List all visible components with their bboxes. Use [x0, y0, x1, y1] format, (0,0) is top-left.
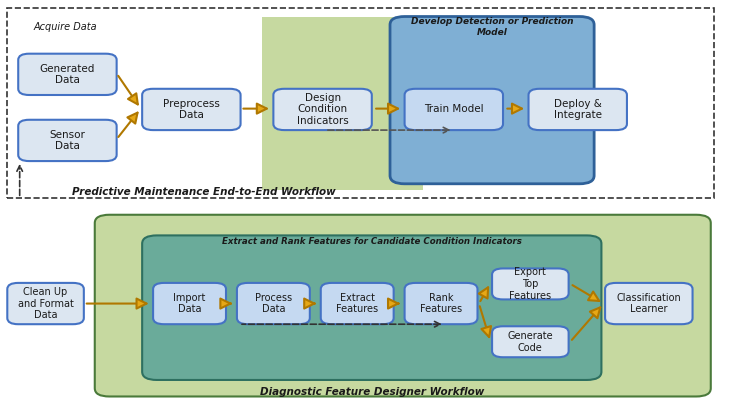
FancyBboxPatch shape	[321, 283, 394, 324]
Bar	[262, 17, 423, 190]
Text: Develop Detection or Prediction
Model: Develop Detection or Prediction Model	[411, 17, 573, 36]
FancyBboxPatch shape	[7, 283, 84, 324]
FancyBboxPatch shape	[237, 283, 310, 324]
Bar	[7, 8, 714, 198]
FancyBboxPatch shape	[18, 120, 117, 161]
FancyBboxPatch shape	[18, 54, 117, 95]
FancyBboxPatch shape	[405, 283, 477, 324]
Text: Diagnostic Feature Designer Workflow: Diagnostic Feature Designer Workflow	[260, 387, 484, 396]
FancyBboxPatch shape	[529, 89, 627, 130]
Text: Export
Top
Features: Export Top Features	[510, 267, 551, 301]
Text: Extract and Rank Features for Candidate Condition Indicators: Extract and Rank Features for Candidate …	[222, 237, 522, 246]
FancyBboxPatch shape	[390, 17, 594, 184]
Text: Train Model: Train Model	[424, 104, 483, 114]
FancyBboxPatch shape	[405, 89, 503, 130]
Text: Sensor
Data: Sensor Data	[50, 130, 85, 151]
FancyBboxPatch shape	[492, 326, 569, 357]
FancyBboxPatch shape	[95, 215, 711, 396]
Text: Process
Data: Process Data	[255, 293, 292, 314]
FancyBboxPatch shape	[492, 268, 569, 299]
Text: Generate
Code: Generate Code	[507, 331, 553, 353]
Text: Extract
Features: Extract Features	[336, 293, 378, 314]
FancyBboxPatch shape	[273, 89, 372, 130]
FancyBboxPatch shape	[605, 283, 693, 324]
Text: Classification
Learner: Classification Learner	[617, 293, 681, 314]
Text: Clean Up
and Format
Data: Clean Up and Format Data	[17, 287, 74, 320]
Text: Design
Condition
Indicators: Design Condition Indicators	[297, 93, 348, 126]
FancyBboxPatch shape	[142, 89, 241, 130]
Text: Rank
Features: Rank Features	[420, 293, 462, 314]
Text: Import
Data: Import Data	[174, 293, 206, 314]
Text: Acquire Data: Acquire Data	[34, 22, 98, 32]
Text: Predictive Maintenance End-to-End Workflow: Predictive Maintenance End-to-End Workfl…	[72, 187, 336, 197]
Text: Generated
Data: Generated Data	[40, 64, 95, 85]
FancyBboxPatch shape	[153, 283, 226, 324]
Text: Preprocess
Data: Preprocess Data	[163, 99, 220, 120]
FancyBboxPatch shape	[142, 235, 601, 380]
Text: Deploy &
Integrate: Deploy & Integrate	[554, 99, 601, 120]
